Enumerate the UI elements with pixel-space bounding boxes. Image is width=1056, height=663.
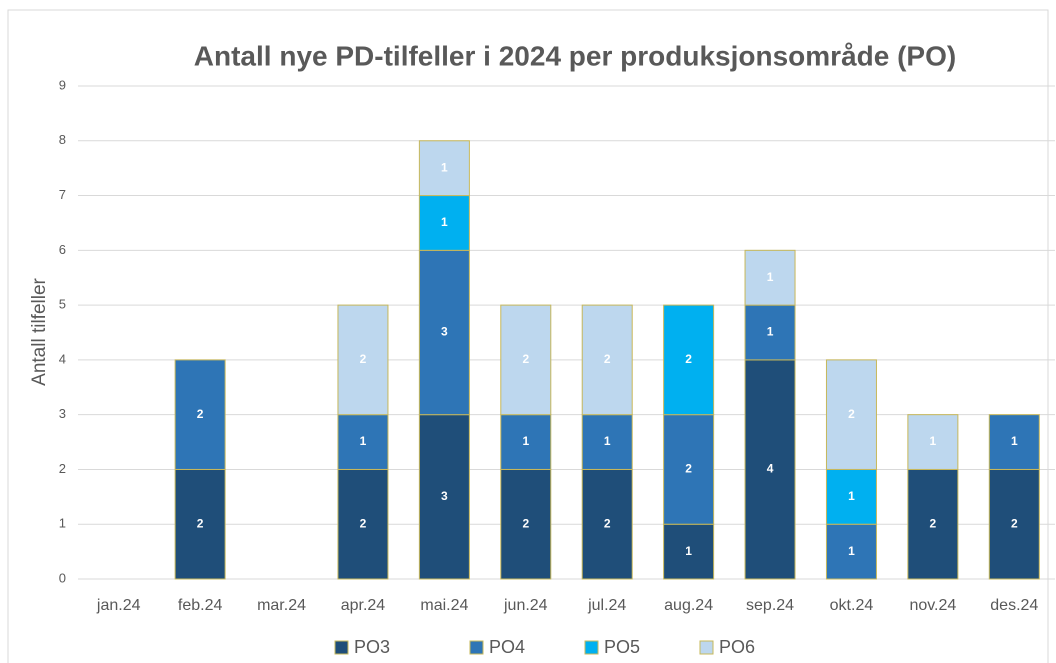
bar-segment [744,304,796,361]
data-label: 1 [1011,434,1018,448]
data-label: 2 [930,516,937,530]
bar-segment [988,414,1040,470]
x-tick-label: apr.24 [341,597,386,614]
data-label: 2 [1011,516,1018,530]
data-label: 3 [441,489,448,503]
data-label: 2 [604,516,611,530]
legend-label: PO3 [354,637,390,657]
bar-segment [337,468,389,580]
data-label: 1 [848,489,855,503]
bar-segment [337,414,389,470]
data-label: 2 [685,462,692,476]
bar-segment [500,468,552,580]
data-label: 2 [848,407,855,421]
y-tick-label: 8 [59,132,66,147]
y-tick-label: 6 [59,242,66,257]
data-label: 2 [604,352,611,366]
x-tick-label: jul.24 [587,597,626,614]
x-tick-label: aug.24 [664,597,713,614]
data-label: 2 [522,352,529,366]
y-tick-label: 9 [59,77,66,92]
bar-segment [174,468,226,580]
data-label: 1 [441,160,448,174]
bar-segment [337,304,389,416]
data-label: 2 [360,516,367,530]
legend-label: PO4 [489,637,525,657]
data-label: 1 [767,270,774,284]
y-tick-label: 2 [59,461,66,476]
x-tick-label: jan.24 [96,597,141,614]
x-tick-label: mai.24 [420,597,468,614]
bar-segment [500,414,552,470]
data-label: 2 [360,352,367,366]
data-label: 2 [197,516,204,530]
x-tick-label: nov.24 [909,597,956,614]
bar-segment [907,468,959,580]
chart-border [7,9,1049,663]
bar-segment [663,523,715,580]
bar-segment [663,304,715,416]
legend-swatch [584,640,599,655]
y-tick-label: 5 [59,297,66,312]
y-tick-label: 7 [59,187,66,202]
bar-segment [825,523,877,580]
y-tick-label: 3 [59,406,66,421]
bar-segment [825,359,877,470]
data-label: 1 [930,434,937,448]
data-label: 1 [522,434,529,448]
bar-segment [581,304,633,416]
x-tick-label: feb.24 [178,597,223,614]
data-label: 3 [441,325,448,339]
bar-segment [825,468,877,525]
data-label: 1 [441,215,448,229]
data-label: 2 [685,352,692,366]
data-label: 1 [604,434,611,448]
y-tick-label: 1 [59,516,66,531]
bar-segment [581,468,633,580]
chart-title: Antall nye PD-tilfeller i 2024 per produ… [194,40,956,71]
y-tick-label: 0 [59,570,66,585]
legend-swatch [699,640,714,655]
bar-segment [744,249,796,306]
y-tick-label: 4 [59,351,66,366]
bar-segment [500,304,552,416]
data-label: 2 [197,407,204,421]
x-tick-label: jun.24 [503,597,548,614]
x-tick-label: okt.24 [830,597,874,614]
legend-label: PO6 [719,637,755,657]
bar-segment [988,468,1040,580]
data-label: 1 [685,544,692,558]
bar-segment [174,359,226,470]
data-label: 2 [522,516,529,530]
y-axis-label: Antall tilfeller [29,277,50,385]
data-label: 1 [848,544,855,558]
x-tick-label: mar.24 [257,597,306,614]
x-tick-label: sep.24 [746,597,794,614]
legend-swatch [469,640,484,655]
bar-segment [907,414,959,470]
data-label: 1 [360,434,367,448]
legend-swatch [334,640,349,655]
bar-segment [418,140,470,197]
legend-label: PO5 [604,637,640,657]
bar-segment [744,359,796,580]
data-label: 1 [767,325,774,339]
x-tick-label: des.24 [990,597,1038,614]
data-label: 4 [767,462,774,476]
